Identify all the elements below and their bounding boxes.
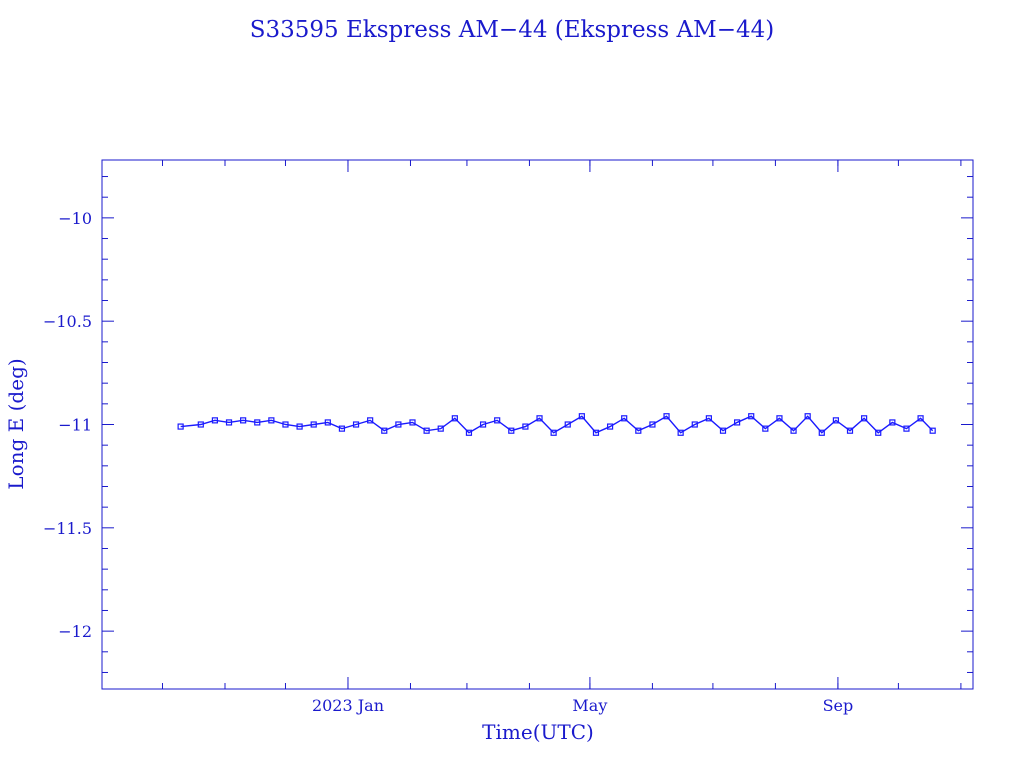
data-point bbox=[536, 415, 543, 422]
data-point bbox=[818, 429, 825, 436]
data-point bbox=[296, 423, 303, 430]
y-tick-label: −10.5 bbox=[43, 312, 92, 331]
data-point bbox=[635, 427, 642, 434]
data-point bbox=[423, 427, 430, 434]
data-point bbox=[790, 427, 797, 434]
data-point bbox=[889, 419, 896, 426]
data-point bbox=[861, 415, 868, 422]
data-point bbox=[268, 417, 275, 424]
data-point bbox=[917, 415, 924, 422]
y-tick-label: −11 bbox=[58, 416, 92, 435]
data-point bbox=[508, 427, 515, 434]
data-point bbox=[254, 419, 261, 426]
axis-ticks bbox=[101, 160, 973, 689]
data-point bbox=[663, 413, 670, 420]
data-point bbox=[479, 421, 487, 428]
chart-title: S33595 Ekspress AM−44 (Ekspress AM−44) bbox=[250, 17, 774, 43]
data-point bbox=[177, 423, 184, 430]
data-point bbox=[225, 419, 233, 426]
data-point bbox=[550, 429, 557, 436]
data-point bbox=[592, 429, 600, 436]
data-point bbox=[677, 429, 684, 436]
data-point bbox=[762, 425, 769, 432]
data-point bbox=[494, 417, 501, 424]
data-point bbox=[310, 421, 317, 428]
y-axis-label: Long E (deg) bbox=[4, 358, 28, 489]
data-point bbox=[705, 415, 712, 422]
x-tick-label: 2023 Jan bbox=[312, 696, 384, 715]
data-point bbox=[903, 425, 910, 432]
data-point bbox=[395, 421, 402, 428]
data-point bbox=[621, 415, 628, 422]
data-point bbox=[564, 421, 571, 428]
x-tick-label: Sep bbox=[823, 696, 854, 715]
data-point bbox=[929, 427, 936, 434]
x-axis-label: Time(UTC) bbox=[482, 720, 594, 744]
data-point bbox=[804, 413, 811, 420]
x-tick-label: May bbox=[572, 696, 607, 715]
data-point bbox=[832, 417, 839, 424]
data-point bbox=[352, 421, 360, 428]
data-point bbox=[776, 415, 783, 422]
data-point bbox=[282, 421, 289, 428]
data-point bbox=[324, 419, 331, 426]
data-point bbox=[367, 417, 374, 424]
y-tick-label: −11.5 bbox=[43, 519, 92, 538]
data-point bbox=[606, 423, 614, 430]
data-point bbox=[649, 421, 656, 428]
data-point bbox=[465, 429, 473, 436]
data-point bbox=[719, 427, 727, 434]
y-tick-labels: −10 −10.5 −11 −11.5 −12 bbox=[43, 209, 92, 641]
data-point bbox=[338, 425, 346, 432]
data-point bbox=[451, 415, 458, 422]
data-series bbox=[177, 413, 936, 436]
data-point bbox=[846, 427, 854, 434]
data-point bbox=[691, 421, 698, 428]
data-point bbox=[197, 421, 204, 428]
y-tick-label: −12 bbox=[58, 622, 92, 641]
data-point bbox=[240, 417, 247, 424]
data-point bbox=[875, 429, 882, 436]
y-tick-label: −10 bbox=[58, 209, 92, 228]
data-point bbox=[748, 413, 755, 420]
data-point bbox=[381, 427, 388, 434]
data-point bbox=[578, 413, 585, 420]
x-tick-labels: 2023 Jan May Sep bbox=[312, 696, 853, 715]
data-point bbox=[211, 417, 219, 424]
data-point bbox=[409, 419, 416, 426]
data-point bbox=[522, 423, 529, 430]
data-point bbox=[437, 425, 444, 432]
data-point bbox=[734, 419, 741, 426]
